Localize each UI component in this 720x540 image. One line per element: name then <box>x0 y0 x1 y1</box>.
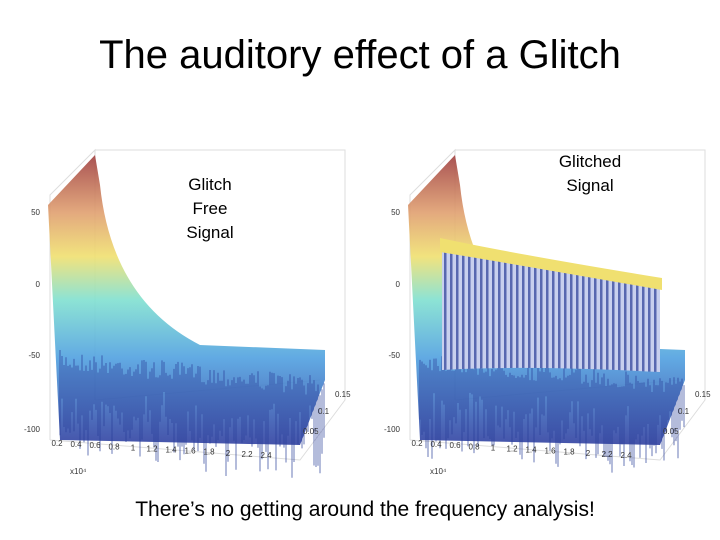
z-tick-label: -50 <box>388 351 400 360</box>
slide-title: The auditory effect of a Glitch <box>99 33 621 77</box>
x-tick-label: 1.6 <box>544 447 556 456</box>
plot-label: Glitched <box>559 152 621 171</box>
noise-floor <box>419 355 685 473</box>
x-tick-label: 0.8 <box>468 442 480 451</box>
x-tick-label: 0.4 <box>430 440 442 449</box>
x-tick-label: 2.2 <box>241 450 253 459</box>
x-tick-label: 1.4 <box>165 446 177 455</box>
x-tick-label: 0.6 <box>89 441 101 450</box>
z-tick-label: -100 <box>384 425 401 434</box>
y-tick-label: 0.15 <box>695 390 711 399</box>
z-tick-label: -100 <box>24 425 41 434</box>
plot-label: Free <box>193 199 228 218</box>
y-tick-label: 0.05 <box>663 427 679 436</box>
x-tick-label: 2 <box>586 449 591 458</box>
y-tick-label: 0.1 <box>678 407 690 416</box>
x-tick-label: 1.8 <box>563 448 575 457</box>
x-tick-label: 1 <box>131 443 136 452</box>
surface <box>48 155 325 445</box>
caption: There’s no getting around the frequency … <box>135 498 595 521</box>
x-tick-label: 0.4 <box>70 440 82 449</box>
z-tick-label: 0 <box>36 280 41 289</box>
surface <box>408 155 685 445</box>
y-tick-label: 0.15 <box>335 390 351 399</box>
x-multiplier: x10⁴ <box>430 467 447 476</box>
x-tick-label: 1.6 <box>184 447 196 456</box>
y-tick-label: 0.05 <box>303 427 319 436</box>
z-tick-label: -50 <box>28 351 40 360</box>
x-tick-label: 1.8 <box>203 448 215 457</box>
x-tick-label: 2.4 <box>620 451 632 460</box>
x-tick-label: 1.2 <box>146 444 158 453</box>
x-tick-label: 0.8 <box>108 442 120 451</box>
plot-label: Glitch <box>188 175 231 194</box>
x-tick-label: 1.2 <box>506 444 518 453</box>
noise-floor <box>59 350 325 478</box>
x-multiplier: x10⁴ <box>70 467 87 476</box>
z-tick-label: 50 <box>31 208 40 217</box>
x-tick-label: 2.2 <box>601 450 613 459</box>
x-tick-label: 2 <box>226 449 231 458</box>
z-tick-label: 50 <box>391 208 400 217</box>
x-tick-label: 2.4 <box>260 451 272 460</box>
x-tick-label: 0.6 <box>449 441 461 450</box>
glitch-band <box>440 238 662 290</box>
x-tick-label: 0.2 <box>411 439 423 448</box>
y-tick-label: 0.1 <box>318 407 330 416</box>
surface-plot: Glitched Signal 50 0 -50 -100 0.2 0.4 0.6 0.8 1 1.2… <box>384 148 711 476</box>
x-tick-label: 0.2 <box>51 439 63 448</box>
plots: Glitch Free Signal 50 0 -50 -100 0.2 0.4 0.6 0.8 1 1… <box>24 148 711 478</box>
plot-label: Signal <box>186 223 233 242</box>
plot-label: Signal <box>566 176 613 195</box>
x-tick-label: 1 <box>491 443 496 452</box>
x-tick-label: 1.4 <box>525 446 537 455</box>
surface-plot: Glitch Free Signal 50 0 -50 -100 0.2 0.4 0.6 0.8 1 1… <box>24 148 351 478</box>
z-tick-label: 0 <box>396 280 401 289</box>
